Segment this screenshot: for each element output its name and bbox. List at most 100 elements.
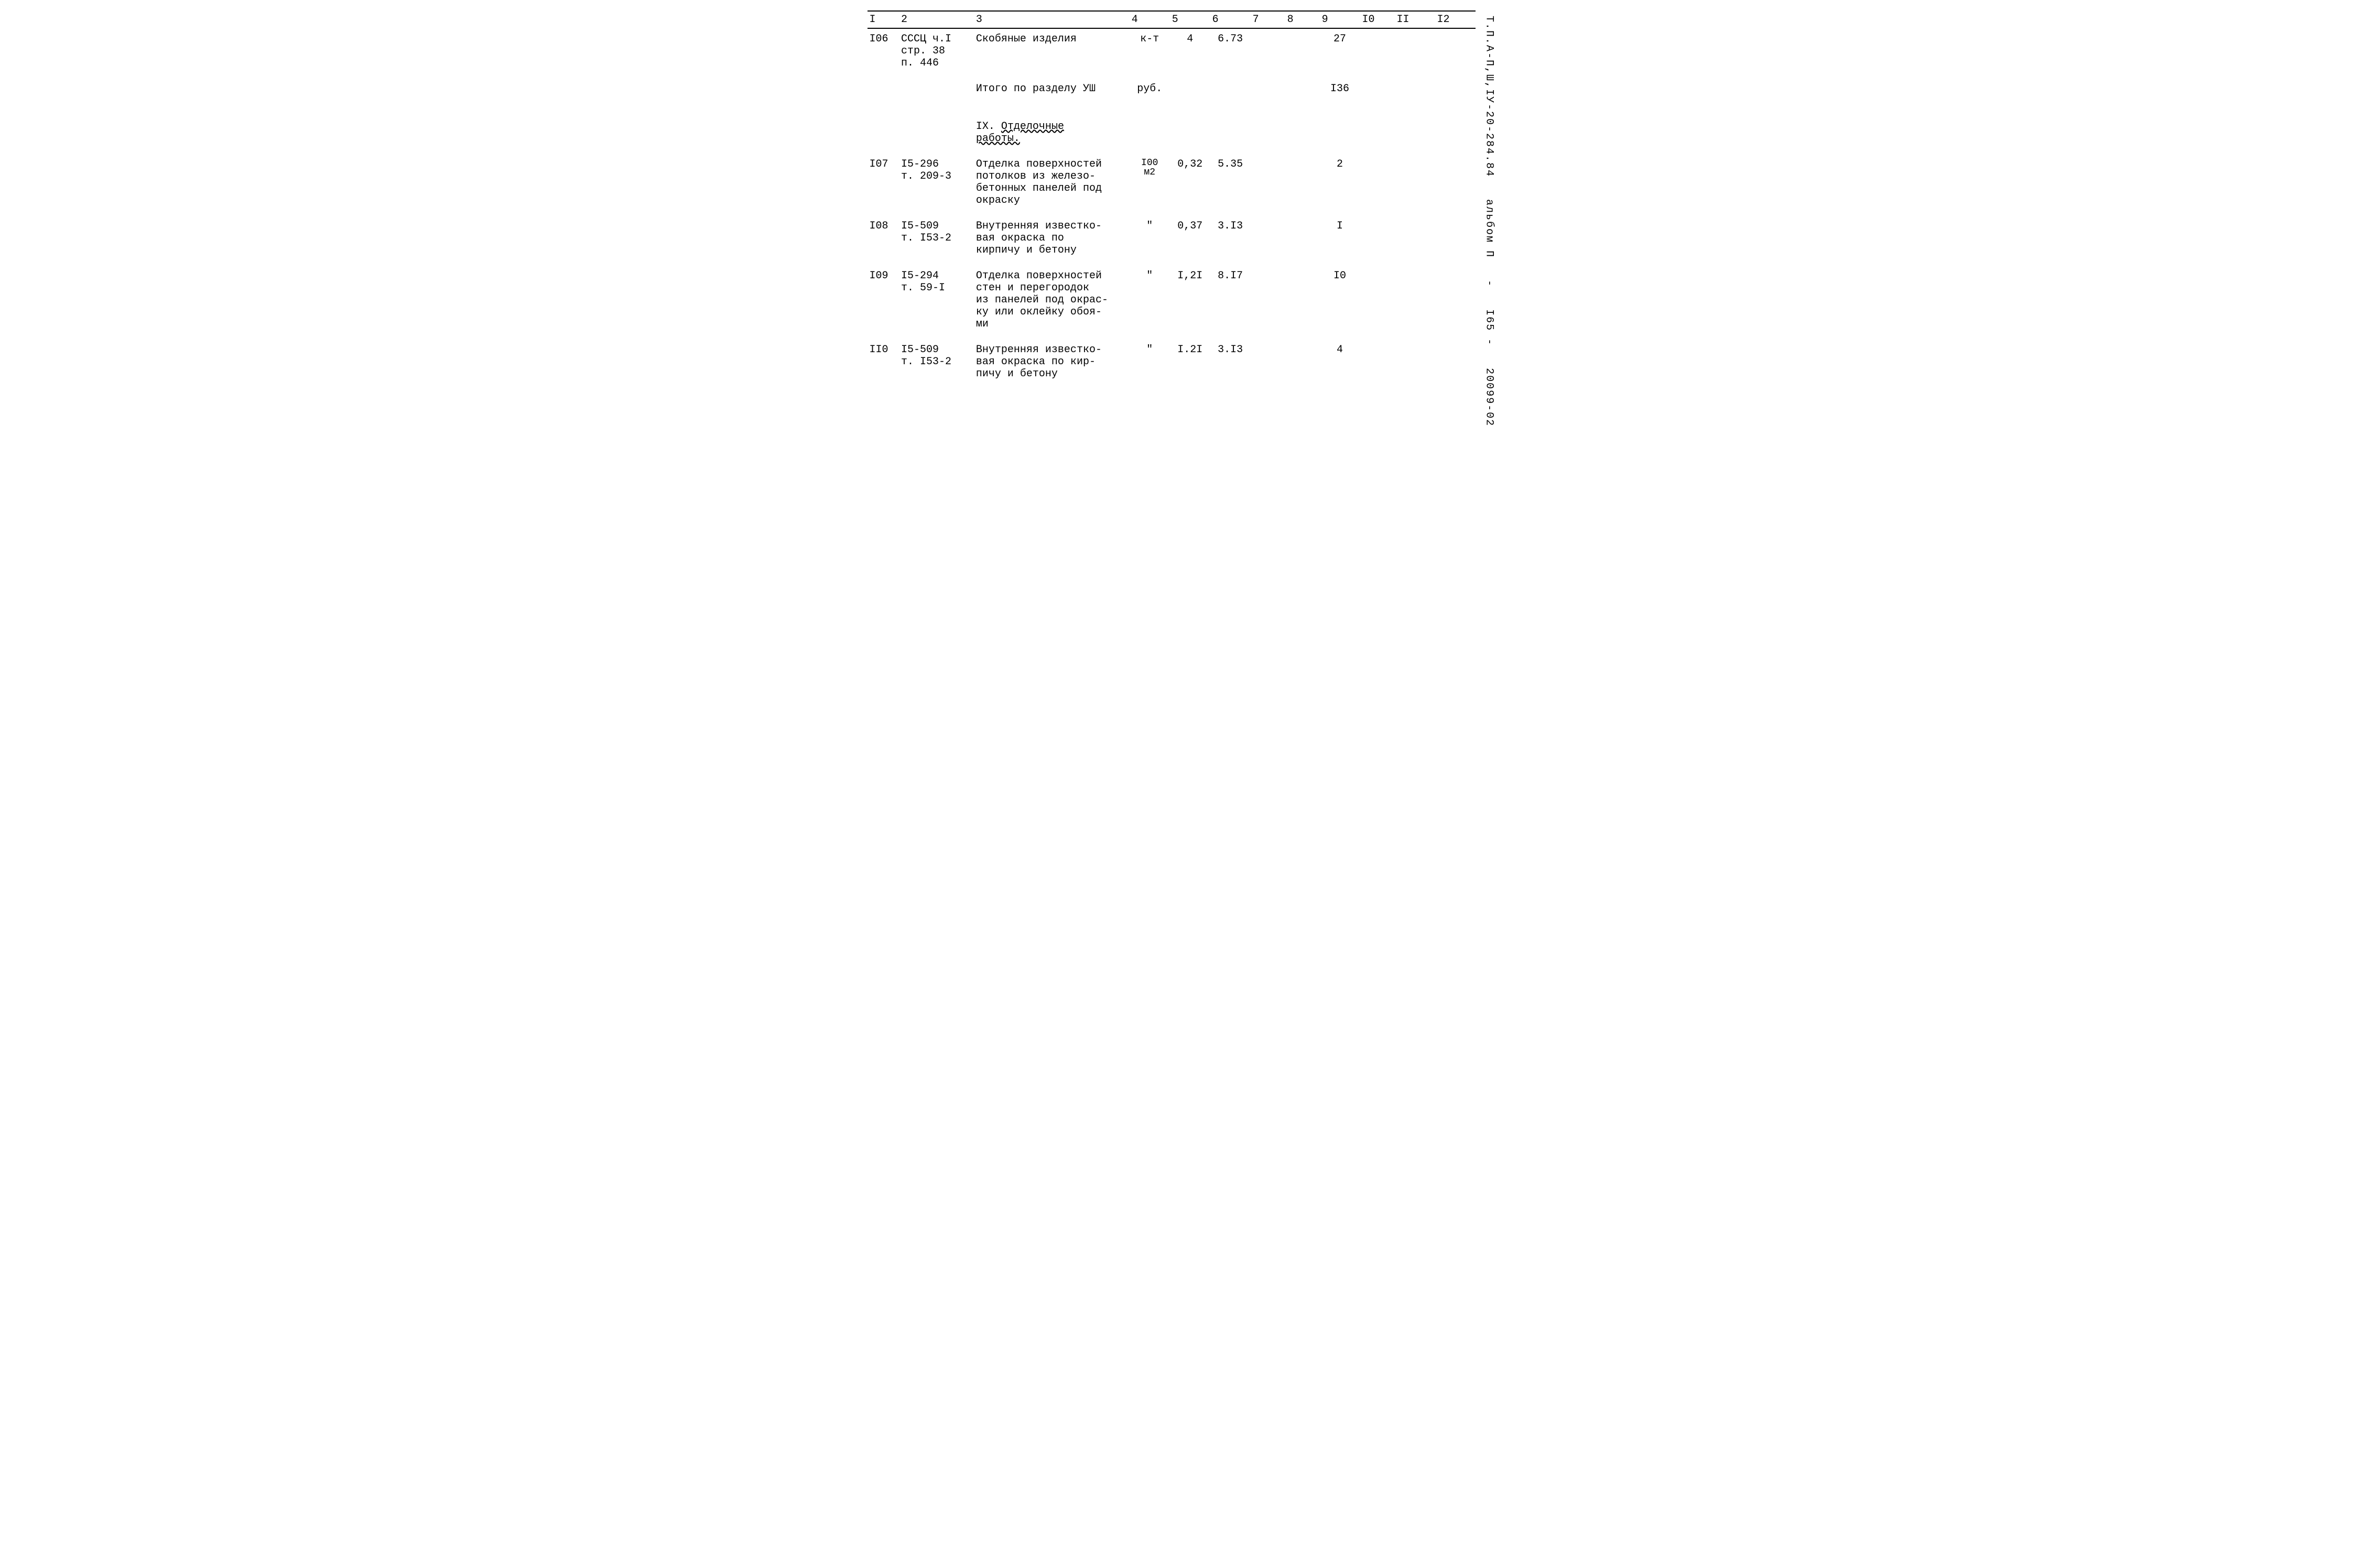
table-header: I 2 3 4 5 6 7 8 9 I0 II I2 <box>868 11 1476 28</box>
col-header-1: I <box>868 11 899 28</box>
cell-pos <box>868 73 899 99</box>
cell-unit: " <box>1130 260 1170 334</box>
cell-c7 <box>1251 73 1285 99</box>
page: Т.П.А-П,Ш,IУ-20-284.84 альбом П - I65 - … <box>852 0 1502 435</box>
cell-qty: 4 <box>1170 28 1210 73</box>
col-header-11: II <box>1394 11 1435 28</box>
cell-c8 <box>1285 211 1320 260</box>
cell-c11 <box>1394 211 1435 260</box>
cell-qty <box>1170 99 1210 149</box>
cell-c11 <box>1394 28 1435 73</box>
cell-c8 <box>1285 260 1320 334</box>
cell-c7 <box>1251 99 1285 149</box>
cell-unit: к-т <box>1130 28 1170 73</box>
cell-c10 <box>1360 28 1395 73</box>
cell-c10 <box>1360 99 1395 149</box>
cell-c10 <box>1360 260 1395 334</box>
cell-c7 <box>1251 211 1285 260</box>
cell-c11 <box>1394 334 1435 384</box>
cell-c8 <box>1285 149 1320 211</box>
cell-ref: I5-296 т. 209-3 <box>899 149 974 211</box>
cell-c9: I0 <box>1320 260 1360 334</box>
cell-c9: 2 <box>1320 149 1360 211</box>
col-header-12: I2 <box>1435 11 1475 28</box>
table-row: II0 I5-509 т. I53-2 Внутренняя известко-… <box>868 334 1476 384</box>
cell-c12 <box>1435 99 1475 149</box>
cell-pos: I08 <box>868 211 899 260</box>
cell-ref <box>899 73 974 99</box>
cell-c7 <box>1251 28 1285 73</box>
cell-unit <box>1130 99 1170 149</box>
cell-rate: 3.I3 <box>1210 211 1251 260</box>
cell-c12 <box>1435 149 1475 211</box>
cell-c11 <box>1394 260 1435 334</box>
cell-c10 <box>1360 149 1395 211</box>
cell-c11 <box>1394 99 1435 149</box>
cell-c12 <box>1435 334 1475 384</box>
col-header-10: I0 <box>1360 11 1395 28</box>
cell-c8 <box>1285 99 1320 149</box>
side-label: Т.П.А-П,Ш,IУ-20-284.84 альбом П - I65 - … <box>1483 16 1495 414</box>
col-header-8: 8 <box>1285 11 1320 28</box>
cell-desc: Итого по разделу УШ <box>974 73 1130 99</box>
cell-ref: I5-509 т. I53-2 <box>899 211 974 260</box>
col-header-7: 7 <box>1251 11 1285 28</box>
col-header-2: 2 <box>899 11 974 28</box>
cell-c9: 27 <box>1320 28 1360 73</box>
cell-c12 <box>1435 260 1475 334</box>
unit-top: I00 <box>1141 158 1158 168</box>
cell-ref: I5-509 т. I53-2 <box>899 334 974 384</box>
cell-rate: 6.73 <box>1210 28 1251 73</box>
estimate-table: I 2 3 4 5 6 7 8 9 I0 II I2 I06 СССЦ ч.I … <box>868 10 1476 384</box>
cell-desc: Внутренняя известко- вая окраска по кирп… <box>974 211 1130 260</box>
table-row: I07 I5-296 т. 209-3 Отделка поверхностей… <box>868 149 1476 211</box>
table-body: I06 СССЦ ч.I стр. 38 п. 446 Скобяные изд… <box>868 28 1476 384</box>
cell-unit: " <box>1130 211 1170 260</box>
cell-c10 <box>1360 211 1395 260</box>
cell-c7 <box>1251 149 1285 211</box>
cell-unit: руб. <box>1130 73 1170 99</box>
cell-c8 <box>1285 28 1320 73</box>
col-header-9: 9 <box>1320 11 1360 28</box>
cell-c11 <box>1394 73 1435 99</box>
cell-pos <box>868 99 899 149</box>
section-prefix: IХ. <box>976 121 1001 133</box>
cell-c9: I36 <box>1320 73 1360 99</box>
cell-ref <box>899 99 974 149</box>
cell-pos: I09 <box>868 260 899 334</box>
table-row: Итого по разделу УШ руб. I36 <box>868 73 1476 99</box>
cell-c10 <box>1360 334 1395 384</box>
cell-qty: I.2I <box>1170 334 1210 384</box>
col-header-6: 6 <box>1210 11 1251 28</box>
cell-desc: Внутренняя известко- вая окраска по кир-… <box>974 334 1130 384</box>
cell-c11 <box>1394 149 1435 211</box>
table-row: I09 I5-294 т. 59-I Отделка поверхностей … <box>868 260 1476 334</box>
col-header-3: 3 <box>974 11 1130 28</box>
cell-desc: Скобяные изделия <box>974 28 1130 73</box>
table-row: IХ. Отделочные работы. <box>868 99 1476 149</box>
col-header-5: 5 <box>1170 11 1210 28</box>
cell-qty <box>1170 73 1210 99</box>
cell-c9 <box>1320 99 1360 149</box>
cell-c8 <box>1285 73 1320 99</box>
col-header-4: 4 <box>1130 11 1170 28</box>
cell-rate <box>1210 99 1251 149</box>
cell-c12 <box>1435 73 1475 99</box>
cell-rate: 5.35 <box>1210 149 1251 211</box>
cell-pos: II0 <box>868 334 899 384</box>
table-row: I06 СССЦ ч.I стр. 38 п. 446 Скобяные изд… <box>868 28 1476 73</box>
cell-qty: 0,32 <box>1170 149 1210 211</box>
cell-rate: 3.I3 <box>1210 334 1251 384</box>
cell-rate: 8.I7 <box>1210 260 1251 334</box>
cell-qty: I,2I <box>1170 260 1210 334</box>
cell-pos: I06 <box>868 28 899 73</box>
cell-c8 <box>1285 334 1320 384</box>
cell-qty: 0,37 <box>1170 211 1210 260</box>
cell-pos: I07 <box>868 149 899 211</box>
cell-unit: I00 м2 <box>1130 149 1170 211</box>
unit-bot: м2 <box>1144 167 1155 178</box>
cell-c9: 4 <box>1320 334 1360 384</box>
cell-c9: I <box>1320 211 1360 260</box>
cell-rate <box>1210 73 1251 99</box>
cell-desc: Отделка поверхностей стен и перегородок … <box>974 260 1130 334</box>
